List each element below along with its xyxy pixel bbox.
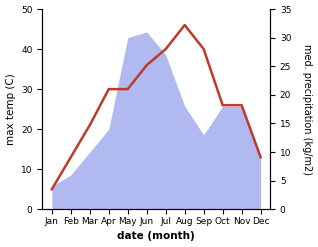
X-axis label: date (month): date (month) (117, 231, 195, 242)
Y-axis label: med. precipitation (kg/m2): med. precipitation (kg/m2) (302, 44, 313, 175)
Y-axis label: max temp (C): max temp (C) (5, 73, 16, 145)
